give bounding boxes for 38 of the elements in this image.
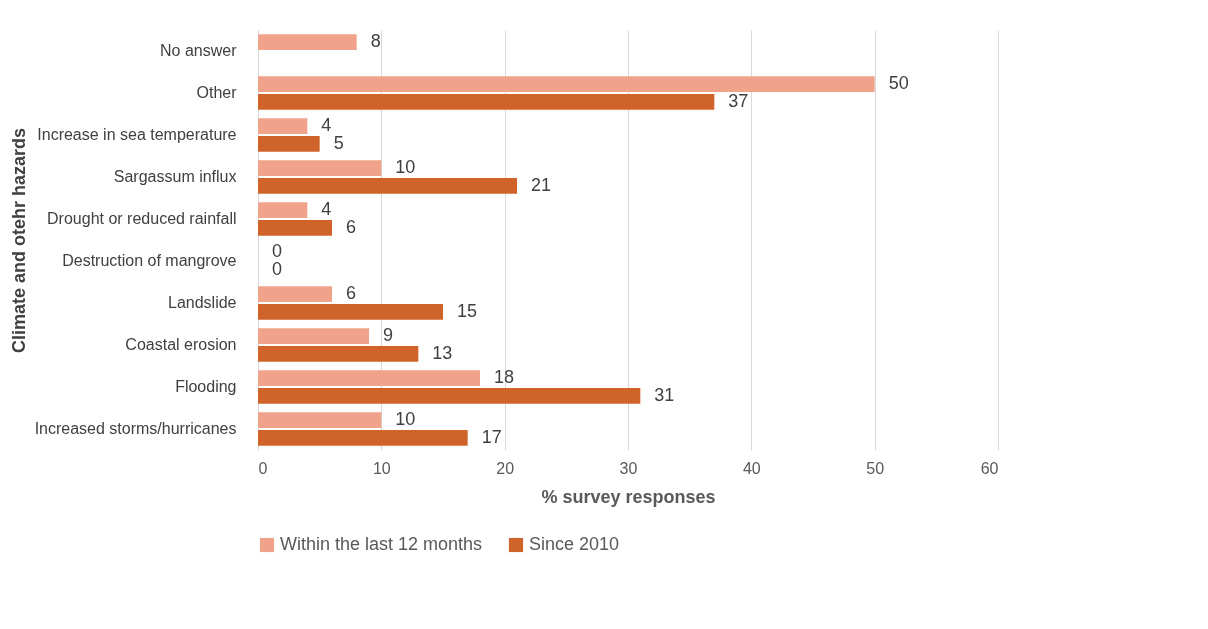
data-label: 4 <box>321 115 332 136</box>
y-tick-label: Sargassum influx <box>113 168 237 185</box>
y-tick-label: No answer <box>160 42 238 59</box>
y-tick-label: Increase in sea temperature <box>37 126 237 143</box>
x-tick-label: 20 <box>496 459 515 477</box>
data-label: 21 <box>531 174 552 195</box>
data-label: 4 <box>321 199 332 220</box>
x-tick-label: 40 <box>742 459 761 477</box>
data-label: 10 <box>395 157 416 178</box>
y-tick-label: Destruction of mangrove <box>62 252 237 269</box>
x-tick-label: 10 <box>372 459 391 477</box>
y-tick-label: Other <box>196 84 238 101</box>
legend-label: Since 2010 <box>529 534 620 554</box>
data-label: 6 <box>346 283 357 304</box>
data-label: 31 <box>654 384 675 405</box>
data-label: 17 <box>481 426 502 447</box>
data-label: 18 <box>494 367 515 388</box>
y-tick-label: Flooding <box>175 378 237 395</box>
data-label: 37 <box>728 90 749 111</box>
x-tick-label: 0 <box>258 459 268 477</box>
y-tick-label: Landslide <box>168 294 237 311</box>
data-label: 6 <box>346 216 357 237</box>
x-tick-label: 50 <box>866 459 885 477</box>
y-axis-title: Climate and otehr hazards <box>8 127 29 354</box>
data-label: 9 <box>383 325 394 346</box>
data-label: 5 <box>333 132 344 153</box>
y-tick-label: Coastal erosion <box>125 336 237 353</box>
x-axis-title: % survey responses <box>541 486 716 507</box>
data-label: 15 <box>457 300 478 321</box>
y-tick-label: Drought or reduced rainfall <box>47 210 237 227</box>
data-label: 10 <box>395 409 416 430</box>
x-tick-label: 30 <box>619 459 638 477</box>
data-label: 13 <box>432 342 453 363</box>
x-tick-label: 60 <box>980 459 999 477</box>
legend-label: Within the last 12 months <box>280 534 483 554</box>
y-tick-label: Increased storms/hurricanes <box>34 420 237 437</box>
data-label: 8 <box>370 31 381 52</box>
data-label: 50 <box>888 73 909 94</box>
